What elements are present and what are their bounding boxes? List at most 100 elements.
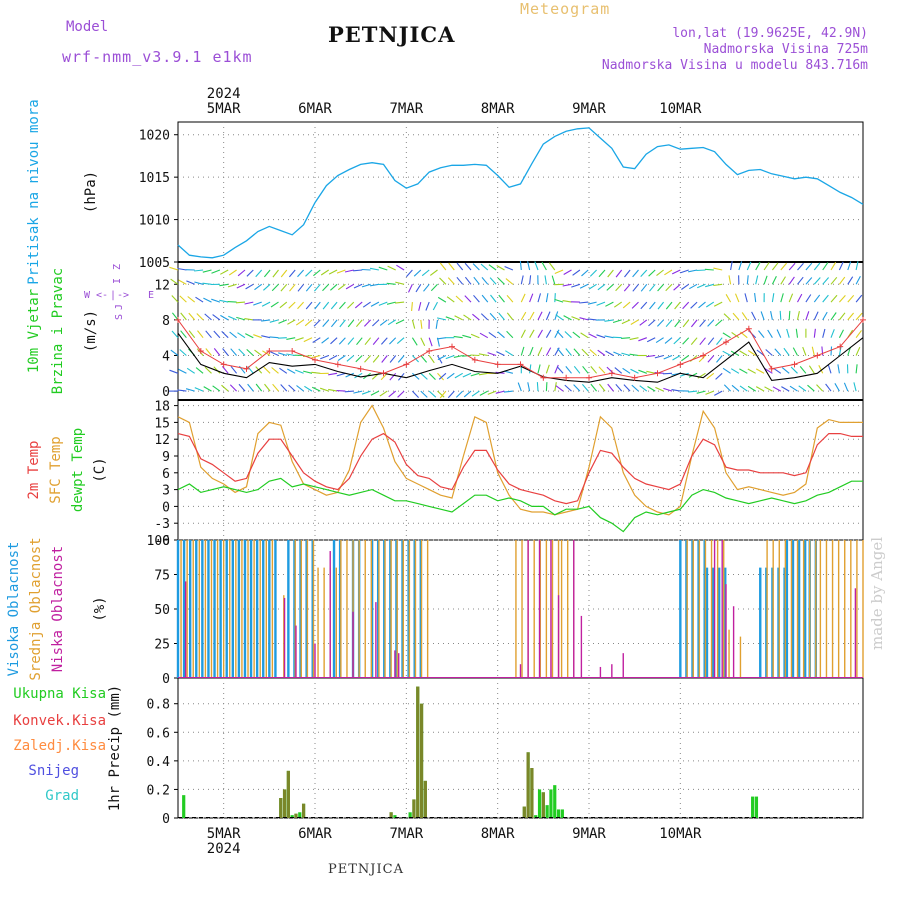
wind-arrow <box>425 301 430 311</box>
wind-arrow <box>280 384 288 392</box>
wind-arrow <box>194 387 204 392</box>
wind-arrow <box>598 269 606 278</box>
wind-arrow <box>554 329 560 338</box>
wind-gust-marker <box>631 374 638 381</box>
wind-arrow <box>194 269 204 272</box>
precip-legend-item: Snijeg <box>28 763 79 779</box>
wind-arrow <box>822 262 829 271</box>
wind-arrow <box>420 390 428 398</box>
wind-arrow <box>456 262 464 271</box>
wind-arrow <box>529 364 532 374</box>
wind-arrow <box>437 296 447 303</box>
sfc-temp-line <box>177 404 863 516</box>
wind-arrow <box>816 384 824 392</box>
wind-arrow <box>563 269 572 275</box>
wind-arrow <box>447 390 455 399</box>
wind-arrow <box>665 301 673 310</box>
wind-arrow <box>170 278 179 285</box>
wind-arrow <box>255 383 263 392</box>
wind-arrow <box>489 312 497 321</box>
wind-arrow <box>682 337 690 345</box>
wind-arrow <box>808 365 815 374</box>
wind-arrow <box>504 265 514 271</box>
wind-arrow <box>771 293 775 303</box>
wind-arrow <box>698 355 706 363</box>
wind-arrow <box>838 329 844 338</box>
wind-arrow <box>571 283 581 288</box>
wind-arrow <box>764 368 773 374</box>
wind-arrow <box>843 382 849 392</box>
wind-arrow <box>624 269 631 278</box>
wind-arrow <box>788 276 795 285</box>
wind-axis-label-2: Brzina i Pravac <box>50 268 66 394</box>
wind-arrow <box>245 283 254 290</box>
wind-arrow <box>498 312 505 321</box>
wind-arrow <box>632 283 639 292</box>
y-tick-label: 1015 <box>139 171 170 186</box>
wind-arrow <box>725 294 732 303</box>
wind-arrow <box>565 366 572 374</box>
wind-arrow <box>795 328 799 338</box>
wind-gust-marker <box>471 356 478 363</box>
wind-arrow <box>596 334 606 339</box>
y-tick-label: 100 <box>147 534 170 549</box>
wind-unit-label: (m/s) <box>83 310 99 352</box>
wind-arrow <box>361 268 371 271</box>
wind-arrow <box>336 390 346 392</box>
wind-arrow <box>605 350 614 356</box>
wind-arrow <box>581 348 589 356</box>
wind-arrow <box>772 386 782 392</box>
wind-arrow <box>320 269 330 276</box>
wind-arrow <box>346 355 355 362</box>
wind-arrow <box>545 329 552 338</box>
wind-arrow <box>339 319 346 328</box>
wind-arrow <box>188 330 196 339</box>
wind-arrow <box>696 283 706 289</box>
wind-arrow <box>690 319 698 328</box>
wind-arrow <box>221 331 229 339</box>
wind-arrow <box>311 354 321 359</box>
precip-total-bar <box>560 809 564 818</box>
wind-arrow <box>246 269 254 277</box>
wind-arrow <box>177 389 187 392</box>
wind-arrow <box>698 301 706 309</box>
cloud-axis-label-high: Visoka Oblacnost <box>6 542 22 677</box>
wind-arrow <box>221 384 229 392</box>
wind-arrow <box>805 311 810 321</box>
wind-arrow <box>649 283 656 292</box>
x-tick-label-bottom: 8MAR <box>481 826 515 842</box>
wind-arrow <box>195 367 204 374</box>
wind-arrow <box>445 354 455 360</box>
precip-legend-item: Ukupna Kisa <box>13 686 106 702</box>
panel-frame <box>177 399 864 541</box>
wind-arrow <box>236 316 246 321</box>
wind-arrow <box>818 364 824 374</box>
x-tick-label-top: 8MAR <box>481 101 515 117</box>
wind-arrow <box>527 382 531 392</box>
wind-arrow <box>437 355 443 364</box>
wind-arrow <box>178 368 187 374</box>
wind-arrow <box>663 354 673 360</box>
wind-arrow <box>746 261 752 271</box>
wind-arrow <box>328 355 338 361</box>
model-label: Model <box>66 19 109 35</box>
wind-arrow <box>755 275 759 285</box>
wind-arrow <box>690 337 698 345</box>
wind-arrow <box>270 301 279 308</box>
y-tick-label: -3 <box>154 517 170 532</box>
wind-arrow <box>328 388 338 392</box>
wind-arrow <box>622 301 631 309</box>
wind-arrow <box>361 390 371 395</box>
wind-arrow <box>439 262 447 271</box>
y-tick-label: 1005 <box>139 256 170 271</box>
wind-arrow <box>304 319 313 327</box>
wind-arrow <box>564 331 572 339</box>
wind-arrow <box>353 390 363 394</box>
wind-arrow <box>254 283 263 291</box>
wind-arrow <box>739 385 748 392</box>
wind-arrow <box>827 364 832 374</box>
wind-arrow <box>496 351 505 356</box>
precip-total-bar <box>754 796 759 818</box>
wind-arrow <box>654 354 664 359</box>
wind-arrow <box>579 283 589 289</box>
